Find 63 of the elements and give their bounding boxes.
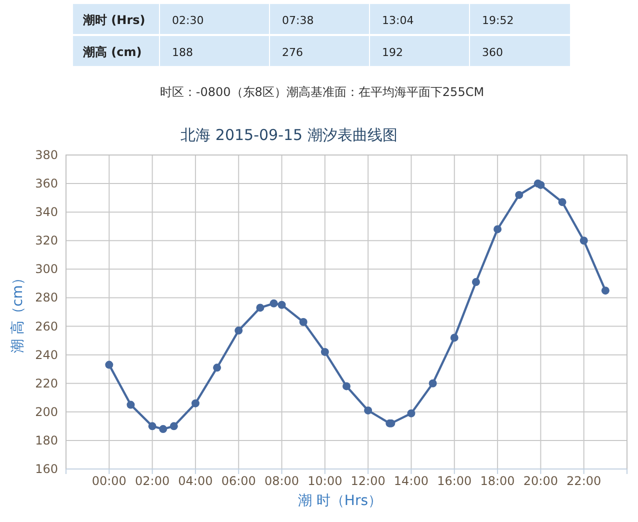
y-tick-label: 320	[35, 234, 58, 248]
point	[515, 190, 524, 199]
x-tick-label: 18:00	[480, 474, 515, 488]
point	[558, 198, 566, 206]
point	[407, 409, 416, 418]
point	[256, 304, 264, 312]
point	[170, 422, 178, 430]
point	[234, 326, 243, 335]
text: 360	[482, 46, 503, 59]
y-tick-label: 360	[35, 176, 58, 191]
x-tick-label: 16:00	[437, 474, 472, 488]
point	[320, 348, 329, 356]
point	[450, 334, 458, 342]
point	[428, 379, 437, 388]
x-axis-title: 潮 时（Hrs）	[298, 493, 382, 509]
text: 188	[172, 46, 193, 59]
y-tick-label: 180	[35, 433, 58, 448]
x-tick-label: 02:00	[135, 474, 170, 488]
x-tick-label: 08:00	[264, 474, 300, 488]
point	[536, 180, 545, 189]
point	[270, 299, 278, 308]
text: 时区：-0800（东8区）潮高基准面：在平均海平面下255CM	[160, 85, 484, 99]
x-tick-label: 14:00	[394, 474, 429, 488]
y-tick-label: 300	[35, 262, 58, 276]
y-tick-label: 280	[35, 290, 58, 305]
x-tick-label: 20:00	[523, 474, 558, 488]
text: 02:30	[172, 14, 204, 27]
point	[126, 400, 135, 409]
point	[191, 399, 200, 408]
y-tick-label: 200	[35, 404, 58, 419]
point	[364, 406, 372, 414]
y-tick-label: 380	[35, 148, 58, 162]
y-tick-label: 260	[35, 319, 58, 334]
point	[472, 278, 480, 286]
y-tick-label: 160	[35, 462, 58, 476]
point	[278, 300, 286, 309]
x-tick-label: 12:00	[350, 474, 386, 488]
text: 潮高 (cm)	[82, 45, 142, 59]
point	[105, 360, 114, 369]
point	[213, 364, 222, 372]
x-tick-label: 00:00	[92, 474, 126, 488]
point	[342, 382, 350, 390]
point	[580, 236, 588, 245]
text: 276	[282, 46, 303, 59]
x-tick-label: 04:00	[178, 474, 213, 488]
point	[299, 318, 308, 326]
text: 潮时 (Hrs)	[82, 13, 146, 27]
text: 07:38	[282, 14, 314, 27]
point	[601, 286, 610, 295]
text: 19:52	[482, 14, 514, 27]
chart-title: 北海 2015-09-15 潮汐表曲线图	[180, 126, 398, 144]
y-axis-title: 潮 高（cm）	[10, 271, 26, 353]
y-tick-label: 220	[35, 376, 58, 390]
point	[148, 422, 156, 430]
point	[159, 425, 168, 434]
x-tick-label: 06:00	[221, 474, 256, 488]
y-tick-label: 340	[35, 205, 58, 220]
y-tick-label: 240	[35, 348, 58, 362]
text: 13:04	[382, 14, 414, 27]
text: 192	[382, 46, 403, 59]
x-tick-label: 22:00	[566, 474, 602, 488]
point	[494, 225, 502, 234]
x-tick-label: 10:00	[308, 474, 342, 488]
